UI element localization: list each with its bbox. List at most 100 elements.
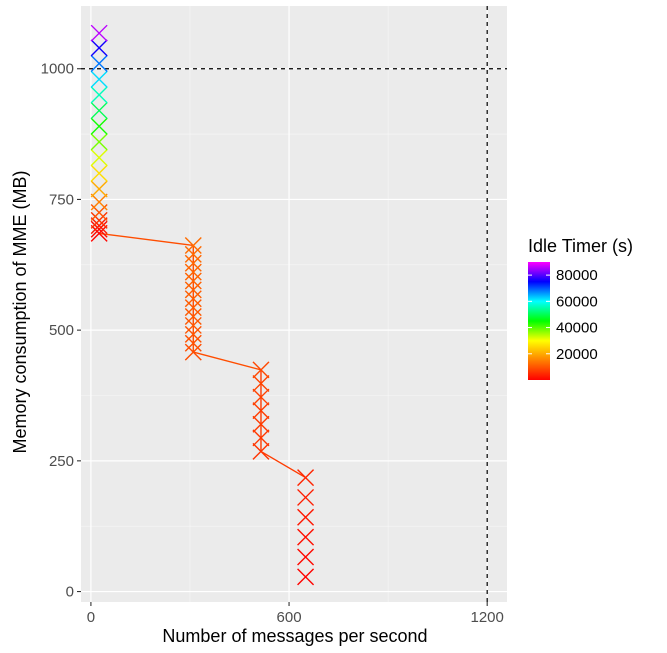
data-point-stroke [90,224,108,242]
data-point [252,361,270,379]
data-point-stroke [297,568,315,586]
data-point-stroke [90,211,108,229]
data-point [90,149,108,167]
connecting-line-segment [99,232,194,247]
minor-gridlines [81,6,507,602]
data-point-stroke [90,149,108,167]
y-tick-label: 1000 [41,61,74,78]
data-point [90,180,108,198]
data-point-stroke [252,402,270,420]
data-point [297,548,315,566]
data-point-stroke [252,429,270,447]
data-point [252,388,270,406]
data-point-stroke [252,374,270,392]
x-tick-label: 1200 [470,609,503,626]
data-point [184,325,202,343]
data-point-stroke [184,299,202,317]
data-point [184,308,202,326]
data-point [297,568,315,586]
legend-label: 80000 [556,267,598,284]
data-point [90,24,108,42]
data-point [90,102,108,120]
data-point [90,224,108,242]
data-point-stroke [90,24,108,42]
data-point-stroke [297,548,315,566]
data-point-stroke [90,39,108,57]
data-point-stroke [184,263,202,281]
legend-label: 60000 [556,293,598,310]
data-point-stroke [184,325,202,343]
data-point [90,133,108,151]
data-point [184,263,202,281]
data-point [184,245,202,263]
data-point-stroke [90,117,108,135]
data-point-stroke [184,272,202,290]
data-point [252,442,270,460]
panel-background [81,6,507,602]
data-point-stroke [90,164,108,182]
x-axis-title: Number of messages per second [162,626,427,646]
legend-label: 20000 [556,346,598,363]
data-point [297,469,315,487]
x-axis: 0 600 1200 [87,602,504,626]
data-point-stroke [184,334,202,352]
x-tick-label: 0 [87,609,95,626]
data-point-stroke [90,133,108,151]
data-point-stroke [184,290,202,308]
data-point-stroke [90,86,108,104]
data-point [90,217,108,235]
data-point [90,39,108,57]
data-point [90,193,108,211]
legend-label: 40000 [556,320,598,337]
data-point-stroke [90,180,108,198]
data-point [184,290,202,308]
data-point-stroke [252,361,270,379]
data-point-stroke [90,220,108,238]
data-point-stroke [297,508,315,526]
data-point-stroke [184,308,202,326]
y-tick-label: 500 [49,322,74,339]
data-point [252,402,270,420]
data-point-stroke [184,316,202,334]
y-axis-title: Memory consumption of MME (MB) [10,170,30,453]
data-point-stroke [90,217,108,235]
data-point [252,415,270,433]
data-point [90,220,108,238]
data-point [90,211,108,229]
data-point [297,528,315,546]
data-points [90,24,315,586]
reference-lines [81,6,507,602]
data-point-stroke [90,70,108,88]
data-point [90,117,108,135]
legend-colorbar [528,262,550,380]
data-point-stroke [252,442,270,460]
data-point-stroke [297,528,315,546]
data-point [90,86,108,104]
connecting-line-segment [193,351,262,371]
data-point [184,343,202,361]
data-point-stroke [252,415,270,433]
data-point [297,488,315,506]
data-point-stroke [297,488,315,506]
data-point-stroke [297,469,315,487]
data-point-stroke [184,236,202,254]
data-point-stroke [184,254,202,272]
data-point [90,55,108,73]
data-point [252,429,270,447]
legend-title: Idle Timer (s) [528,236,633,256]
y-tick-label: 250 [49,453,74,470]
data-point [90,70,108,88]
data-point [184,316,202,334]
data-point-stroke [184,245,202,263]
connecting-line-segment [260,450,306,479]
data-point-stroke [90,193,108,211]
data-point [184,299,202,317]
data-point [184,254,202,272]
data-point [297,508,315,526]
data-point-stroke [90,55,108,73]
data-point [184,334,202,352]
data-point-stroke [184,281,202,299]
data-point [184,236,202,254]
y-tick-label: 0 [66,584,74,601]
